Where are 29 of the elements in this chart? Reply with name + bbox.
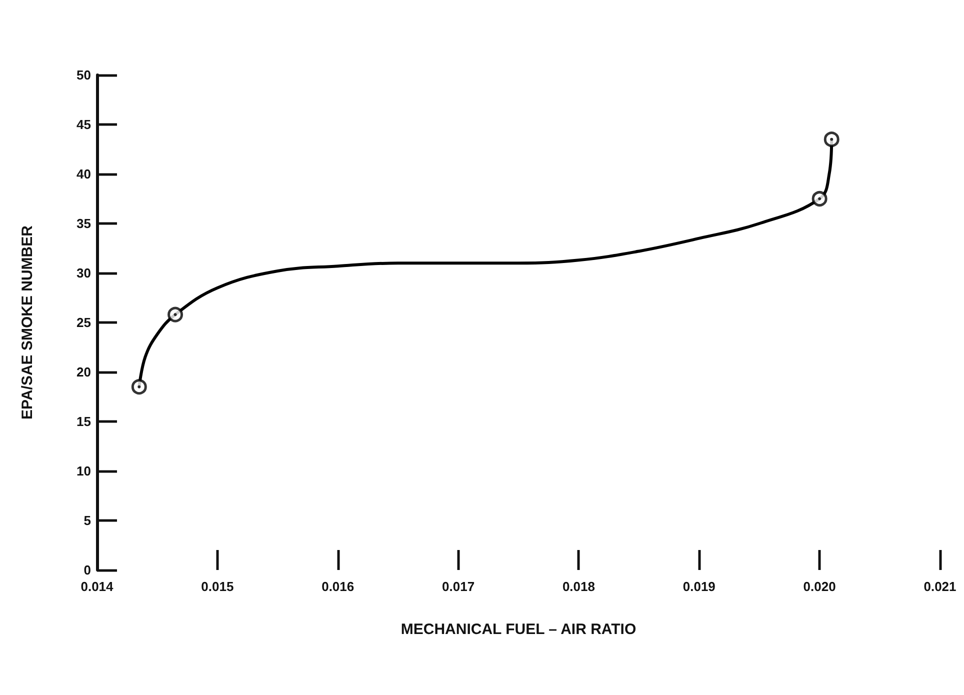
point	[131, 379, 147, 395]
x-tick-label: 0.016	[322, 579, 354, 594]
y-tick-label: 25	[76, 315, 91, 330]
y-tick-label: 15	[76, 414, 91, 429]
x-tick-label: 0.017	[442, 579, 475, 594]
point	[168, 306, 184, 322]
point	[174, 313, 177, 316]
y-tick-label: 10	[76, 464, 91, 478]
point	[818, 197, 822, 200]
y-tick-label: 45	[76, 117, 91, 132]
x-tick-label: 0.019	[682, 579, 716, 594]
x-tick-label: 0.020	[803, 579, 836, 594]
x-tick-label: 0.015	[201, 579, 234, 594]
point	[812, 191, 828, 206]
y-axis-title: EPA/SAE SMOKE NUMBER	[19, 225, 36, 420]
y-tick-label: 35	[76, 216, 91, 231]
point	[824, 132, 840, 148]
y-tick-label: 5	[84, 513, 91, 528]
y-tick-label: 50	[76, 68, 91, 82]
x-tick-label: 0.014	[80, 579, 114, 594]
x-tick-label: 0.018	[562, 579, 595, 594]
y-tick-label: 20	[76, 364, 91, 380]
y-tick-label: 30	[76, 266, 91, 280]
point	[830, 138, 834, 141]
x-tick-label: 0.021	[924, 579, 956, 594]
point	[138, 385, 141, 388]
x-axis-title: MECHANICAL FUEL – AIR RATIO	[400, 621, 636, 638]
y-tick-label: 40	[76, 166, 91, 182]
y-tick-label: 0	[84, 562, 91, 578]
